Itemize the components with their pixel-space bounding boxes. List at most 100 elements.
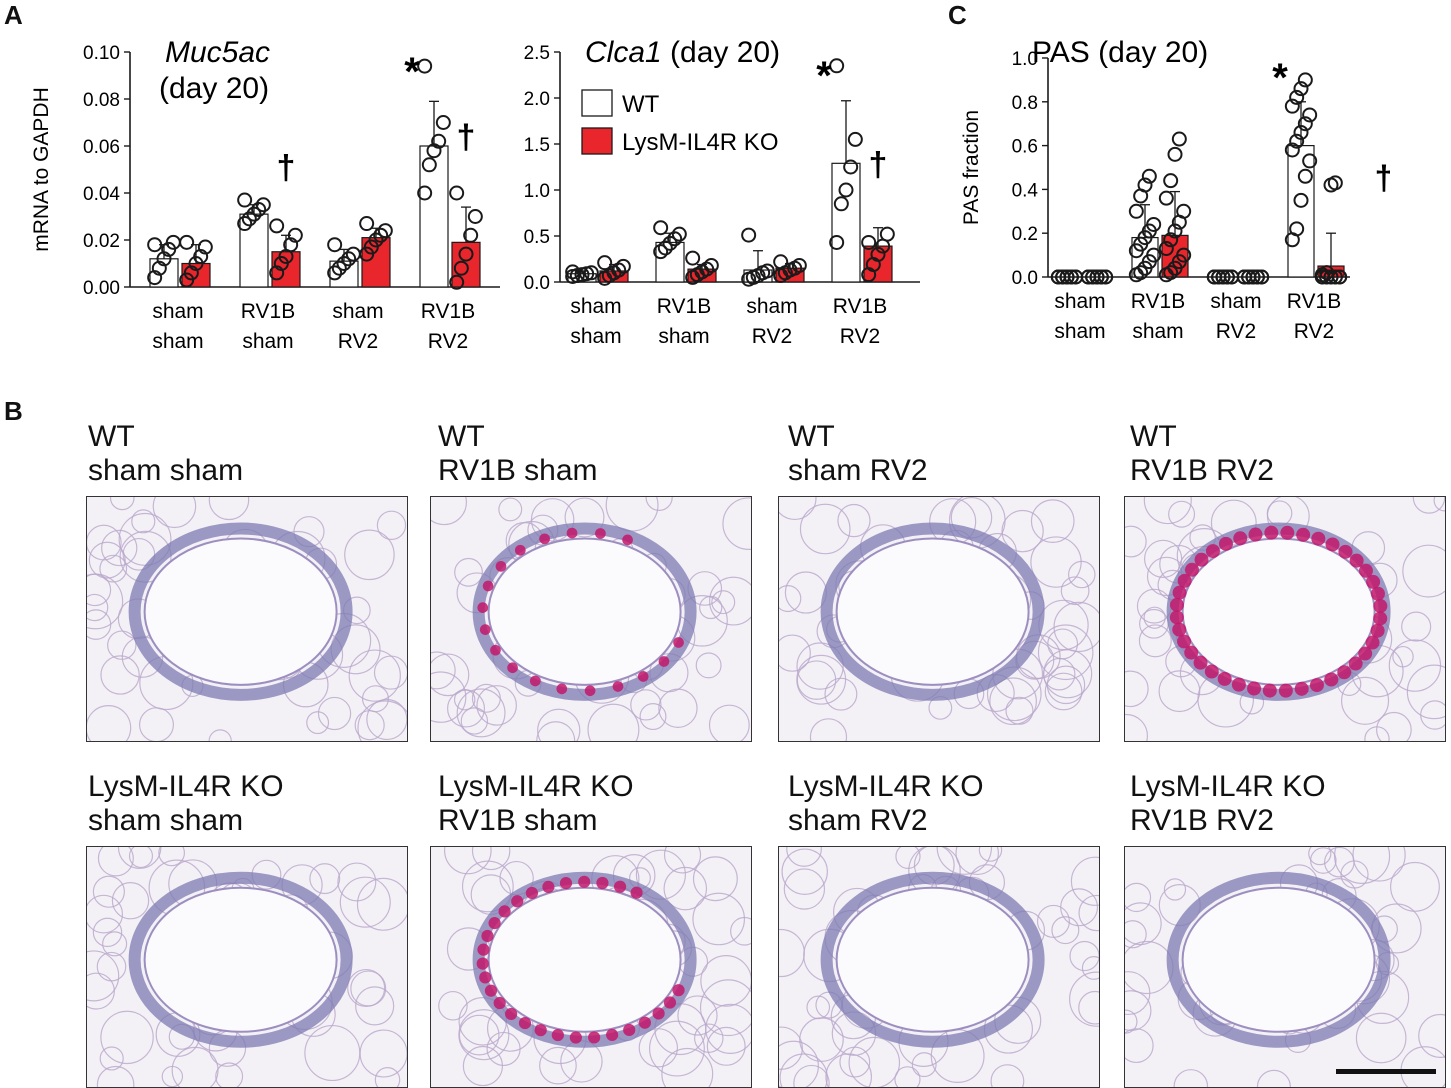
micrograph-drawing	[431, 497, 751, 741]
pas-positive-cell	[595, 528, 606, 539]
micrograph-treatment: RV1B RV2	[1130, 454, 1274, 487]
airway-lumen	[143, 886, 338, 1033]
significance-star: *	[404, 50, 420, 94]
significance-dagger: †	[457, 118, 476, 156]
alveolus	[1125, 525, 1147, 558]
alveolus	[978, 847, 1003, 862]
alveolus	[630, 689, 662, 721]
alveolus	[796, 642, 844, 690]
pas-positive-cell	[529, 675, 541, 687]
pas-positive-cell	[476, 957, 489, 970]
y-tick-label: 0.06	[83, 137, 120, 158]
x-tick-label: RV1B	[421, 300, 475, 323]
alveolus	[806, 995, 831, 1020]
micrograph-label: LysM-IL4R KO sham RV2	[788, 770, 984, 838]
pas-positive-cell	[1294, 681, 1309, 696]
pas-positive-cell	[1278, 683, 1293, 698]
alveolus	[1333, 847, 1391, 884]
chart-muc5ac: 0.00 0.02 0.04 0.06 0.08 0.10 mRNA to GAPDH Muc…	[30, 36, 500, 353]
alveolus	[711, 590, 736, 615]
alveolus	[955, 847, 999, 876]
pas-positive-cell	[1204, 664, 1219, 679]
data-point	[237, 216, 253, 232]
micrograph-image	[430, 846, 752, 1088]
data-point	[458, 246, 474, 262]
data-point	[431, 133, 447, 149]
alveolus	[692, 856, 738, 902]
pas-positive-cell	[1233, 531, 1248, 546]
alveolus	[1433, 497, 1445, 512]
pas-positive-cell	[1358, 563, 1373, 578]
alveolus	[677, 995, 718, 1036]
pas-positive-cell	[493, 996, 506, 1010]
data-point	[1289, 133, 1305, 149]
data-point	[467, 209, 483, 224]
alveolus	[1036, 904, 1070, 938]
alveolus	[1125, 1028, 1154, 1064]
alveolus	[354, 710, 385, 741]
pas-positive-cell	[507, 662, 518, 674]
x-tick-label: RV2	[338, 330, 378, 353]
pas-positive-cell	[584, 685, 596, 697]
data-point	[1284, 98, 1300, 114]
pas-positive-cell	[672, 984, 685, 997]
pas-positive-cell	[1177, 573, 1192, 588]
x-tick-label: sham	[1210, 290, 1261, 313]
alveolus	[1042, 657, 1076, 691]
x-tick-label: sham	[658, 325, 709, 348]
micrograph-genotype: WT	[1130, 420, 1177, 453]
chart-title-day: (day 20)	[670, 36, 780, 69]
micrograph-treatment: sham sham	[88, 454, 244, 487]
pas-positive-cell	[1349, 553, 1364, 568]
y-tick-label: 0.5	[524, 227, 550, 248]
micrograph-genotype: LysM-IL4R KO	[438, 770, 634, 803]
x-tick-label: sham	[570, 295, 621, 318]
alveolus	[208, 497, 250, 521]
x-tick-label: RV1B	[1287, 290, 1341, 313]
alveolus	[460, 707, 489, 735]
alveolus	[1005, 696, 1034, 725]
alveolus	[1138, 624, 1172, 658]
data-point	[283, 237, 299, 253]
alveolus	[152, 497, 197, 529]
x-tick-label: sham	[1054, 290, 1105, 313]
alveolus	[663, 847, 702, 874]
alveolus	[131, 509, 156, 534]
micrograph-treatment: RV1B sham	[438, 804, 598, 837]
alveolus	[649, 1020, 705, 1077]
data-point	[368, 232, 384, 248]
x-tick-label: sham	[1054, 320, 1105, 343]
data-point	[565, 264, 581, 280]
alveolus	[894, 1066, 921, 1087]
pas-positive-cell	[1370, 586, 1385, 601]
data-point	[1284, 142, 1300, 158]
pas-positive-cell	[1366, 574, 1381, 589]
data-point	[1085, 269, 1101, 285]
micrograph-drawing	[87, 497, 407, 741]
alveolus	[1143, 606, 1166, 629]
alveolus	[102, 931, 128, 957]
data-point	[1302, 107, 1318, 123]
data-point	[1319, 265, 1335, 281]
x-tick-label: RV1B	[657, 295, 711, 318]
alveolus	[456, 688, 506, 738]
data-point	[583, 265, 599, 281]
x-tick-label: RV1B	[1131, 290, 1185, 313]
alveolus	[1401, 611, 1432, 642]
alveolus	[444, 847, 492, 875]
pas-positive-cell	[514, 544, 526, 556]
data-point	[269, 218, 285, 234]
alveolus	[1125, 670, 1149, 708]
pas-positive-cell	[542, 880, 555, 893]
data-point	[1158, 190, 1174, 206]
alveolus	[779, 1040, 819, 1087]
pas-positive-cell	[673, 637, 684, 648]
alveolus	[317, 696, 352, 731]
alveolus	[1390, 861, 1440, 912]
data-point	[1289, 89, 1305, 105]
micrograph-label: WT sham RV2	[788, 420, 928, 488]
pas-positive-cell	[566, 527, 578, 539]
data-point	[1176, 247, 1192, 263]
alveolus	[471, 847, 511, 871]
panel-label-a: A	[4, 0, 23, 30]
